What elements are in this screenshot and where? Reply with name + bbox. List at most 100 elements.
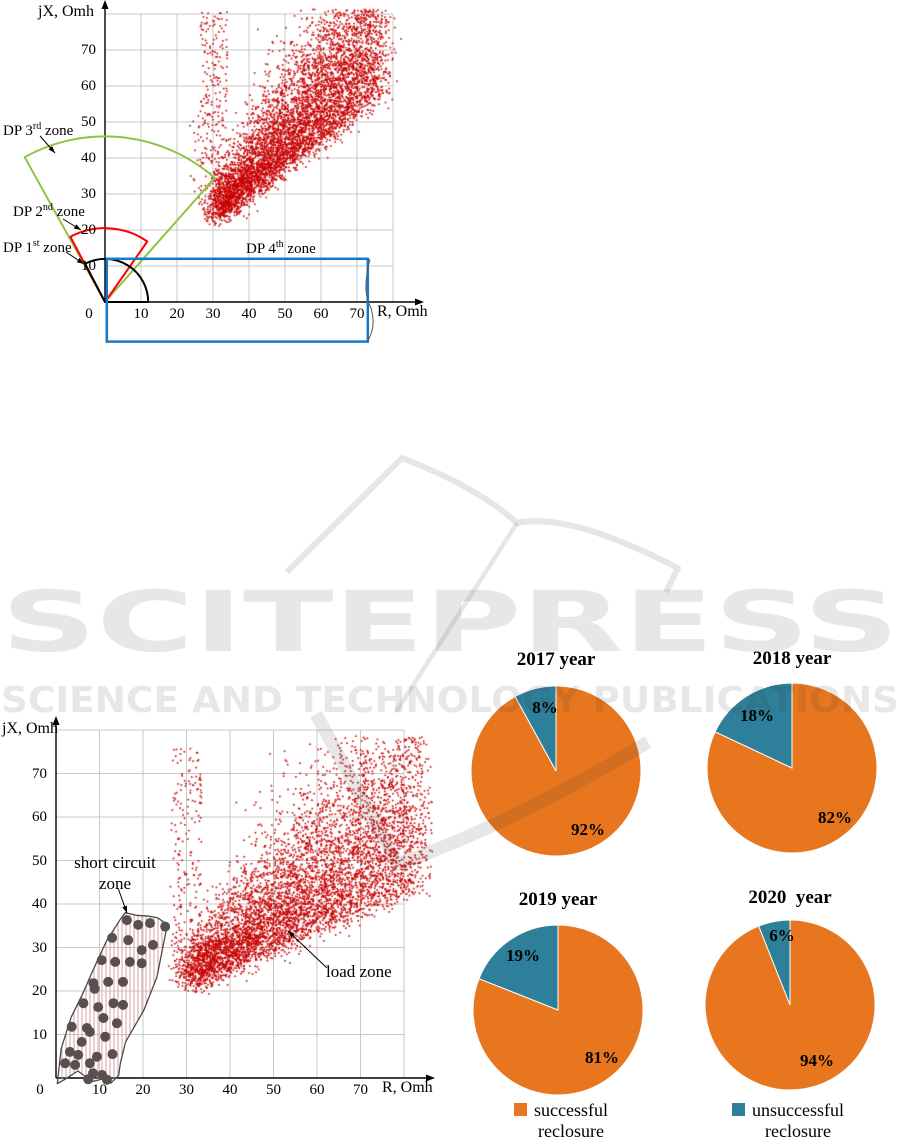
- short-circuit-dot: [84, 1058, 95, 1069]
- watermark-flag-icon: [284, 455, 681, 594]
- y-tick-label: 10: [32, 1026, 47, 1043]
- arrowhead-icon: [288, 931, 295, 938]
- short-circuit-dot: [145, 918, 155, 929]
- zone3-suffix: zone: [41, 123, 74, 139]
- zone4-prefix: DP 4: [246, 241, 276, 257]
- legend-unsuccessful-text: unsuccessful reclosure: [752, 1100, 844, 1142]
- y-tick-label: 40: [32, 896, 47, 912]
- short-circuit-dot: [66, 1021, 77, 1032]
- y-tick-label: 30: [32, 939, 47, 956]
- x-tick-label: 0: [36, 1082, 44, 1098]
- short-circuit-dot: [124, 956, 135, 967]
- short-circuit-dot: [148, 939, 158, 950]
- zone-label-dp3: DP 3rd zone: [3, 121, 73, 140]
- short-circuit-line2: zone: [98, 874, 132, 893]
- arrowhead-icon: [73, 224, 81, 230]
- zone4-suffix: zone: [283, 241, 316, 257]
- x-tick-label: 50: [277, 306, 293, 322]
- zone1-prefix: DP 1: [3, 240, 33, 256]
- short-circuit-dot: [73, 1049, 84, 1060]
- y-tick-label: 70: [81, 42, 96, 58]
- arrowhead-icon: [122, 905, 127, 913]
- short-circuit-dot: [133, 919, 144, 930]
- dp-zone-sector: [23, 135, 216, 303]
- dp-zone-rect: [105, 257, 370, 343]
- zone-label-dp1: DP 1st zone: [3, 238, 72, 257]
- x-tick-label: 0: [85, 306, 93, 322]
- x-tick-label: 20: [169, 306, 185, 322]
- x-tick-label: 70: [349, 306, 365, 322]
- annotation-arrow: [287, 930, 328, 969]
- short-circuit-dot: [136, 945, 147, 956]
- zone4-sup: th: [275, 239, 284, 250]
- y-tick-label: 10: [81, 258, 96, 274]
- unsuccessful-slice: [514, 685, 557, 772]
- zone1-sup: st: [32, 238, 40, 249]
- top-chart-zones: [23, 135, 374, 343]
- pie-2018: [706, 682, 878, 854]
- y-tick-label: 30: [81, 186, 96, 202]
- legend-successful: successful reclosure: [514, 1100, 608, 1142]
- x-tick-label: 40: [241, 306, 257, 322]
- short-circuit-dot: [118, 999, 128, 1010]
- short-circuit-dot: [121, 915, 132, 926]
- unsuccessful-swatch: [732, 1103, 745, 1116]
- short-circuit-dot: [118, 976, 128, 987]
- zone1-suffix: zone: [39, 240, 72, 256]
- short-circuit-dot: [91, 1051, 102, 1062]
- unsuccessful-slice: [714, 682, 793, 769]
- load-short-circuit-chart: jX, Omh R, Omh short circuit zone load z…: [0, 700, 460, 1110]
- short-circuit-dot: [107, 932, 118, 943]
- y-tick-label: 60: [81, 78, 96, 94]
- unsuccessful-slice: [758, 919, 791, 1006]
- zone3-sup: rd: [32, 121, 42, 132]
- top-x-axis-label: R, Omh: [377, 303, 428, 320]
- short-circuit-dot: [136, 958, 147, 969]
- x-tick-label: 10: [92, 1082, 107, 1098]
- short-circuit-dot: [64, 1046, 75, 1057]
- zone3-prefix: DP 3: [3, 123, 33, 139]
- short-circuit-zone-label: short circuit zone: [63, 852, 167, 894]
- short-circuit-dot: [98, 1013, 109, 1023]
- short-circuit-dot: [93, 1002, 104, 1013]
- short-circuit-dot: [84, 1026, 95, 1037]
- zone2-prefix: DP 2: [13, 204, 43, 220]
- short-circuit-dot: [111, 1018, 122, 1029]
- y-tick-label: 50: [81, 114, 96, 130]
- short-circuit-dot: [89, 983, 100, 994]
- x-tick-label: 50: [266, 1082, 281, 1098]
- y-tick-label: 50: [32, 852, 47, 869]
- short-circuit-dot: [76, 1036, 87, 1047]
- zone-label-dp2: DP 2nd zone: [13, 202, 85, 221]
- y-tick-label: 70: [32, 765, 47, 782]
- short-circuit-dot: [60, 1058, 71, 1069]
- x-tick-label: 10: [133, 306, 149, 322]
- y-tick-label: 40: [81, 150, 96, 166]
- reclosure-pie-charts: [470, 682, 878, 1096]
- short-circuit-line1: short circuit: [74, 853, 156, 872]
- arrowhead-icon: [48, 146, 55, 153]
- zone2-suffix: zone: [52, 204, 85, 220]
- impedance-zones-chart: jX, Omh R, Omh DP 3rd zone DP 2nd zone D…: [0, 0, 450, 360]
- y-tick-label: 20: [32, 983, 47, 999]
- top-y-axis-label: jX, Omh: [38, 3, 94, 20]
- x-tick-label: 60: [313, 306, 329, 322]
- x-tick-label: 30: [205, 306, 221, 322]
- bottom-y-axis-label: jX, Omh: [2, 720, 58, 737]
- short-circuit-dot: [108, 998, 119, 1009]
- successful-swatch: [514, 1103, 527, 1116]
- short-circuit-dot: [96, 955, 107, 966]
- short-circuit-dot: [123, 935, 134, 946]
- short-circuit-dot: [110, 956, 121, 967]
- short-circuit-dot: [101, 1074, 112, 1085]
- legend-unsuccessful-line1: unsuccessful: [752, 1100, 844, 1120]
- legend-unsuccessful: unsuccessful reclosure: [732, 1100, 844, 1142]
- short-circuit-dot: [70, 1059, 81, 1070]
- short-circuit-dot: [103, 976, 114, 987]
- successful-slice: [706, 682, 878, 854]
- pie-2020: [704, 919, 876, 1091]
- pie-2017: [470, 685, 642, 857]
- arrowhead-icon: [76, 258, 84, 264]
- x-tick-label: 70: [353, 1082, 368, 1098]
